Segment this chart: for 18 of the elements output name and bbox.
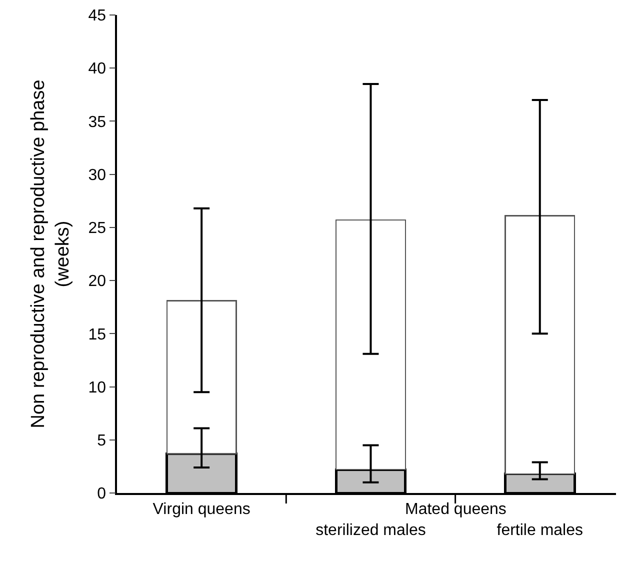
bar (504, 215, 576, 474)
y-tick-label: 0 (97, 486, 106, 503)
y-tick-label: 40 (88, 60, 106, 78)
y-tick-label: 25 (88, 220, 106, 238)
bar (166, 300, 237, 454)
y-tick-label: 15 (88, 326, 106, 344)
y-tick-label: 10 (88, 379, 106, 396)
y-tick-label: 20 (88, 273, 106, 290)
y-axis-title: Non reproductive and reproductive phase (weeks) (28, 80, 74, 428)
y-tick-label: 30 (88, 166, 106, 184)
text: Mated queens (405, 501, 506, 518)
bar (335, 219, 406, 470)
y-tick-label: 5 (97, 432, 106, 450)
x-tick-label: fertile males (496, 522, 584, 539)
x-tick-label: sterilized males (316, 522, 426, 539)
y-tick-label: 35 (88, 114, 106, 131)
x-tick-label: Virgin queens (152, 500, 250, 518)
y-tick-label: 45 (88, 8, 106, 25)
